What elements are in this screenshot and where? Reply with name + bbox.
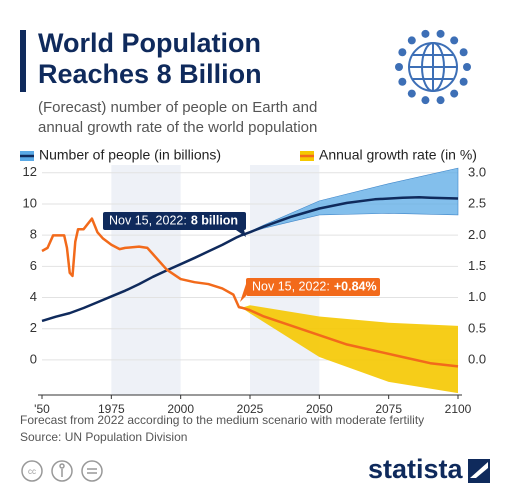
- globe-icon: [408, 42, 458, 92]
- annotation-text: Nov 15, 2022:: [252, 280, 330, 294]
- brand-icon: [468, 459, 490, 483]
- y-tick-label: 0: [30, 351, 37, 366]
- chart-title: World Population: [38, 28, 261, 58]
- y2-tick-label: 2.0: [468, 227, 486, 242]
- annotation-value: +0.84%: [334, 280, 377, 294]
- brand: statista: [368, 454, 464, 484]
- y-tick-label: 2: [30, 320, 37, 335]
- person-icon: [436, 96, 445, 105]
- y2-tick-label: 0.5: [468, 320, 486, 335]
- y-tick-label: 4: [30, 289, 37, 304]
- license-icons: [21, 460, 103, 482]
- person-icon: [395, 63, 403, 71]
- person-icon: [407, 36, 416, 45]
- chart-title: Reaches 8 Billion: [38, 59, 262, 89]
- person-icon: [398, 77, 407, 86]
- note: Forecast from 2022 according to the medi…: [20, 413, 424, 427]
- x-tick-label: 2100: [445, 402, 472, 416]
- source: Source: UN Population Division: [20, 430, 187, 444]
- title-bar: [20, 30, 26, 92]
- person-icon: [459, 77, 468, 86]
- annotation-value: 8 billion: [191, 214, 238, 228]
- person-icon: [450, 36, 459, 45]
- x-tick-label: 2000: [167, 402, 194, 416]
- annotation-pointer: [240, 284, 246, 302]
- annotation-text: Nov 15, 2022:: [109, 214, 187, 228]
- person-icon: [436, 29, 445, 38]
- person-icon: [450, 89, 459, 98]
- person-icon: [421, 96, 430, 105]
- y2-tick-label: 2.5: [468, 196, 486, 211]
- legend-label: Number of people (in billions): [39, 147, 221, 163]
- person-icon: [407, 89, 416, 98]
- cc-icon: cc: [28, 467, 36, 476]
- person-icon: [459, 48, 468, 57]
- person-icon: [398, 48, 407, 57]
- annotation-pointer: [236, 230, 246, 237]
- x-tick-label: 2075: [375, 402, 402, 416]
- y2-tick-label: 3.0: [468, 165, 486, 180]
- x-tick-label: 2025: [237, 402, 264, 416]
- y2-tick-label: 1.0: [468, 289, 486, 304]
- annotation: Nov 15, 2022: 8 billion: [109, 214, 238, 228]
- y2-tick-label: 0.0: [468, 352, 486, 367]
- x-tick-label: '50: [34, 402, 50, 416]
- person-icon: [463, 63, 471, 71]
- y-tick-label: 8: [30, 227, 37, 242]
- people-icons: [395, 29, 471, 105]
- x-tick-label: 1975: [98, 402, 125, 416]
- subtitle: (Forecast) number of people on Earth and: [38, 99, 317, 116]
- series-line: [41, 217, 459, 368]
- series-line: [41, 196, 459, 323]
- y-tick-label: 6: [30, 258, 37, 273]
- annotation-box: [246, 278, 380, 296]
- y2-tick-label: 1.5: [468, 258, 486, 273]
- x-tick-label: 2050: [306, 402, 333, 416]
- y-tick-label: 10: [23, 195, 37, 210]
- subtitle: annual growth rate of the world populati…: [38, 119, 317, 136]
- person-icon: [421, 29, 430, 38]
- annotation-box: [103, 212, 246, 230]
- annotation: Nov 15, 2022: +0.84%: [252, 280, 377, 294]
- legend-label: Annual growth rate (in %): [319, 147, 477, 163]
- y-tick-label: 12: [23, 164, 37, 179]
